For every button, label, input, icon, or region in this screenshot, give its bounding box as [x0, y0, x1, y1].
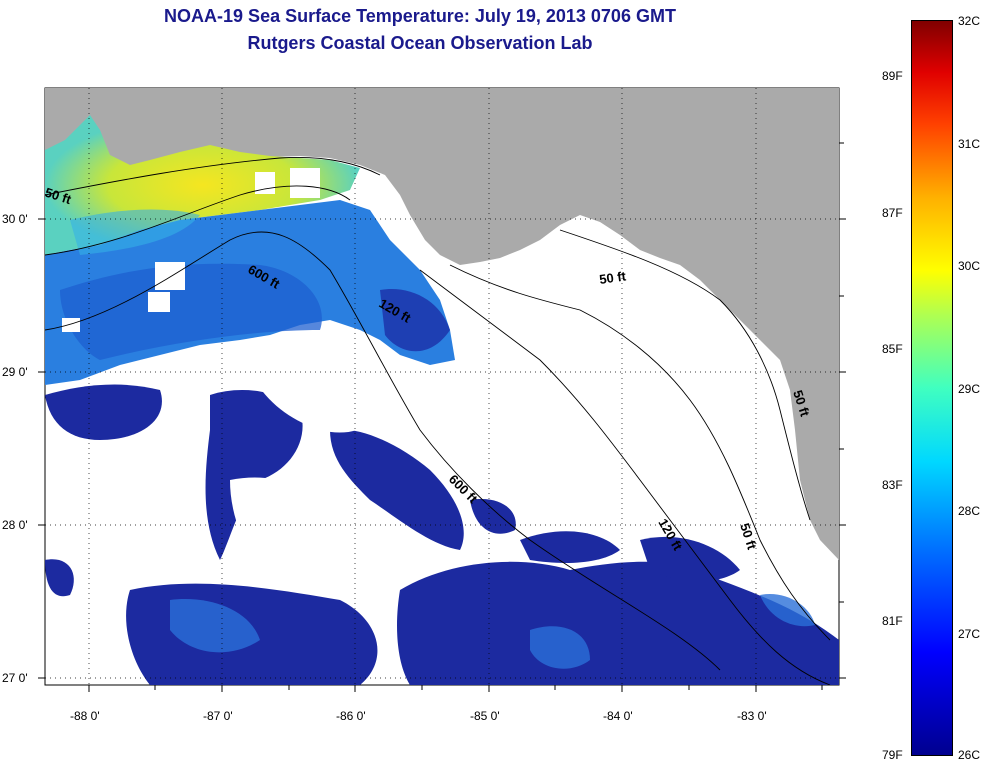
lat-tick-label: 27 0'	[2, 671, 28, 685]
lat-tick-label: 30 0'	[2, 212, 28, 226]
lon-tick-label: -85 0'	[470, 709, 500, 723]
lon-tick-label: -87 0'	[203, 709, 233, 723]
lon-tick-label: -88 0'	[70, 709, 100, 723]
colorbar-celsius-label: 28C	[958, 504, 981, 518]
colorbar-celsius-label: 30C	[958, 259, 981, 273]
lon-tick-label: -86 0'	[336, 709, 366, 723]
contour-label: 50 ft	[598, 268, 627, 287]
lat-tick-label: 28 0'	[2, 518, 28, 532]
chart-title: NOAA-19 Sea Surface Temperature: July 19…	[164, 6, 676, 26]
colorbar-fahrenheit-label: 81F	[882, 614, 903, 628]
depth-contours	[45, 157, 831, 685]
colorbar-fahrenheit-label: 79F	[882, 748, 903, 762]
axis-ticks	[38, 142, 846, 692]
colorbar	[911, 20, 953, 756]
sst-patches-cool	[45, 384, 839, 685]
colorbar-fahrenheit-label: 89F	[882, 69, 903, 83]
colorbar-celsius-label: 31C	[958, 137, 981, 151]
colorbar-celsius-label: 26C	[958, 748, 981, 762]
colorbar-fahrenheit-label: 85F	[882, 342, 903, 356]
lon-tick-label: -83 0'	[737, 709, 767, 723]
chart-subtitle: Rutgers Coastal Ocean Observation Lab	[247, 33, 593, 53]
land-mass	[45, 88, 839, 560]
lon-tick-label: -84 0'	[603, 709, 633, 723]
lat-tick-label: 29 0'	[2, 365, 28, 379]
colorbar-celsius-label: 32C	[958, 14, 981, 28]
cloud-mask	[62, 168, 382, 574]
colorbar-fahrenheit-label: 83F	[882, 478, 903, 492]
colorbar-celsius-label: 27C	[958, 627, 981, 641]
colorbar-celsius-label: 29C	[958, 382, 981, 396]
colorbar-fahrenheit-label: 87F	[882, 206, 903, 220]
